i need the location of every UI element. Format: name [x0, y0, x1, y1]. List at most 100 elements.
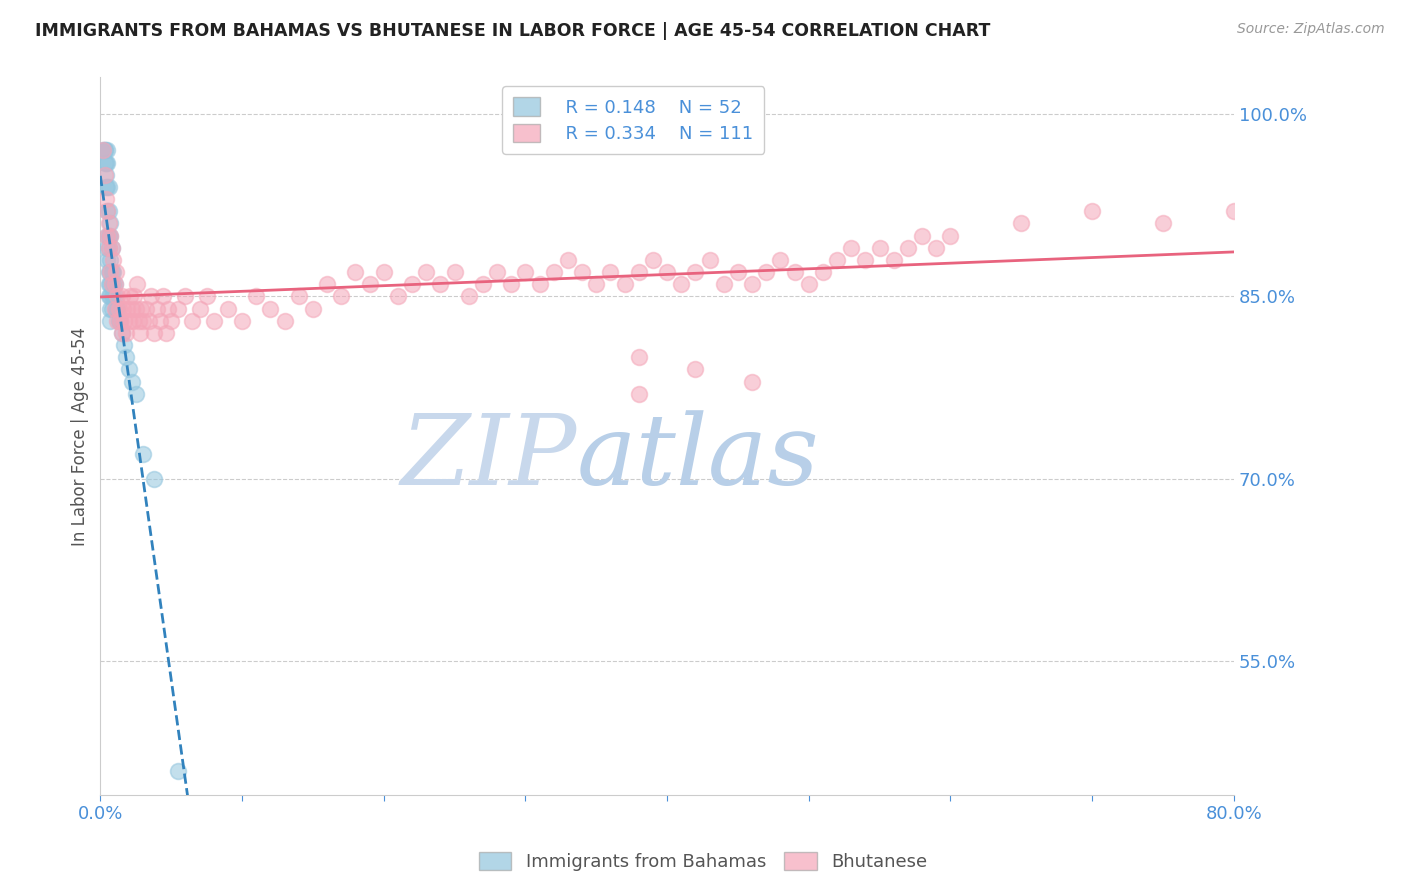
Point — [429, 277, 451, 292]
Point — [94, 180, 117, 194]
Point — [195, 289, 218, 303]
Point — [101, 252, 124, 267]
Point — [245, 289, 267, 303]
Point — [415, 265, 437, 279]
Point — [103, 289, 125, 303]
Legend: Immigrants from Bahamas, Bhutanese: Immigrants from Bahamas, Bhutanese — [471, 845, 935, 879]
Point — [118, 314, 141, 328]
Point — [98, 216, 121, 230]
Point — [98, 277, 121, 292]
Point — [128, 314, 150, 328]
Point — [839, 241, 862, 255]
Point — [302, 301, 325, 316]
Point — [121, 375, 143, 389]
Point — [287, 289, 309, 303]
Point — [114, 314, 136, 328]
Point — [91, 144, 114, 158]
Point — [100, 301, 122, 316]
Point — [103, 277, 125, 292]
Point — [174, 289, 197, 303]
Point — [93, 155, 115, 169]
Point — [457, 289, 479, 303]
Point — [613, 277, 636, 292]
Point — [627, 265, 650, 279]
Point — [122, 314, 145, 328]
Point — [202, 314, 225, 328]
Point — [1152, 216, 1174, 230]
Point — [129, 326, 152, 340]
Point — [96, 241, 118, 255]
Point — [97, 241, 120, 255]
Point — [501, 277, 523, 292]
Point — [107, 301, 129, 316]
Point — [97, 180, 120, 194]
Point — [188, 301, 211, 316]
Point — [97, 216, 120, 230]
Point — [217, 301, 239, 316]
Text: atlas: atlas — [576, 410, 820, 506]
Point — [98, 265, 121, 279]
Point — [97, 277, 120, 292]
Point — [101, 265, 124, 279]
Point — [100, 241, 122, 255]
Point — [825, 252, 848, 267]
Point — [114, 338, 136, 352]
Point — [273, 314, 295, 328]
Point — [149, 314, 172, 328]
Point — [121, 301, 143, 316]
Point — [97, 204, 120, 219]
Point — [699, 252, 721, 267]
Point — [98, 314, 121, 328]
Point — [115, 326, 138, 340]
Point — [797, 277, 820, 292]
Point — [152, 289, 174, 303]
Point — [100, 277, 122, 292]
Point — [127, 277, 149, 292]
Point — [110, 326, 132, 340]
Point — [105, 289, 128, 303]
Point — [143, 326, 166, 340]
Text: Source: ZipAtlas.com: Source: ZipAtlas.com — [1237, 22, 1385, 37]
Point — [138, 314, 160, 328]
Point — [671, 277, 693, 292]
Point — [100, 289, 122, 303]
Point — [486, 265, 509, 279]
Point — [111, 301, 134, 316]
Point — [897, 241, 920, 255]
Point — [167, 301, 190, 316]
Point — [741, 277, 763, 292]
Point — [1081, 204, 1104, 219]
Point — [869, 241, 891, 255]
Y-axis label: In Labor Force | Age 45-54: In Labor Force | Age 45-54 — [72, 326, 89, 546]
Point — [157, 301, 180, 316]
Point — [769, 252, 792, 267]
Point — [755, 265, 778, 279]
Point — [96, 155, 118, 169]
Point — [98, 265, 121, 279]
Point — [100, 277, 122, 292]
Point — [741, 375, 763, 389]
Point — [627, 386, 650, 401]
Point — [94, 192, 117, 206]
Point — [96, 180, 118, 194]
Point — [98, 228, 121, 243]
Point — [627, 350, 650, 364]
Point — [146, 301, 169, 316]
Point — [103, 277, 125, 292]
Point — [471, 277, 494, 292]
Point — [883, 252, 905, 267]
Point — [359, 277, 381, 292]
Point — [94, 155, 117, 169]
Point — [107, 314, 129, 328]
Point — [783, 265, 806, 279]
Point — [1223, 204, 1246, 219]
Point — [529, 277, 551, 292]
Point — [104, 265, 127, 279]
Point — [181, 314, 204, 328]
Point — [259, 301, 281, 316]
Point — [96, 144, 118, 158]
Point — [96, 252, 118, 267]
Point — [132, 448, 155, 462]
Point — [132, 314, 155, 328]
Point — [727, 265, 749, 279]
